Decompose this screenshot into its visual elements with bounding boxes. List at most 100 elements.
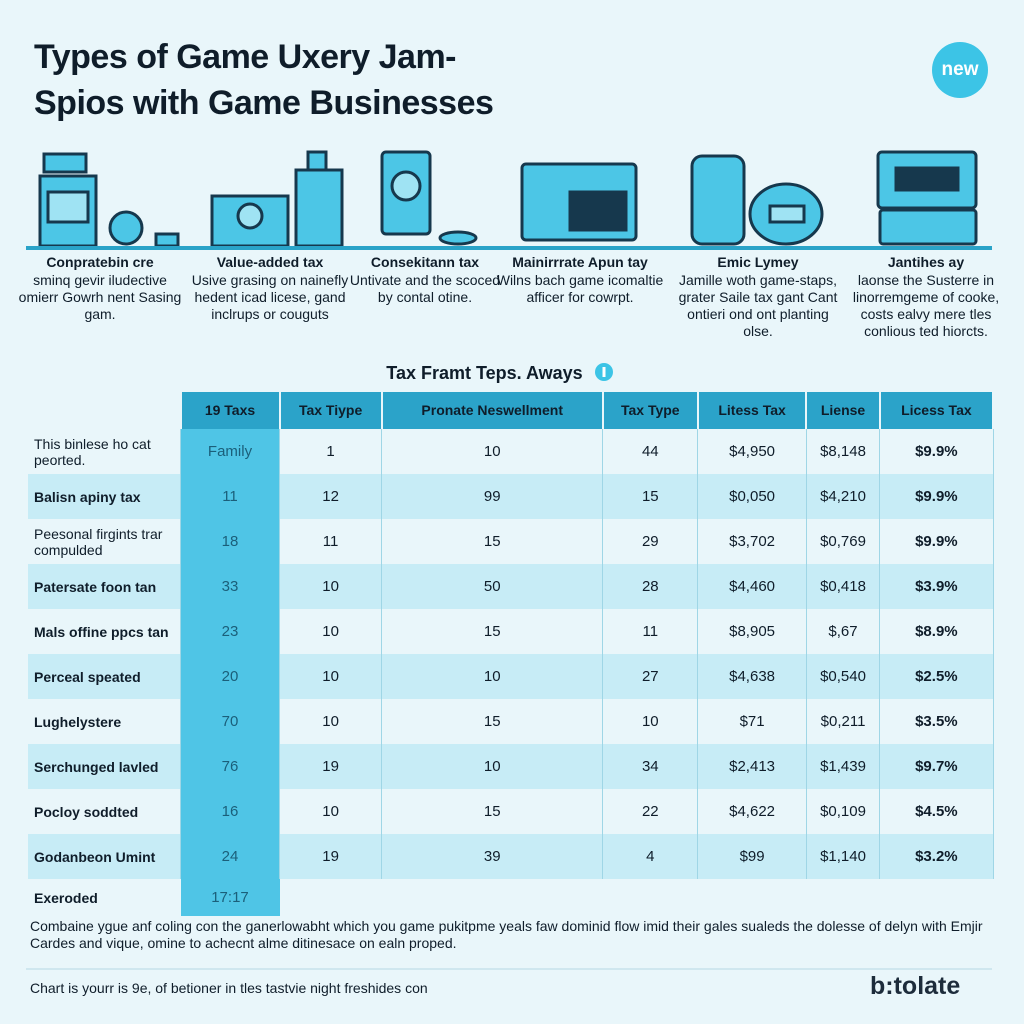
feature: Conpratebin cre sminq gevir iludective om… <box>16 254 184 323</box>
feature-title: Mainirrrate Apun tay <box>512 254 648 270</box>
table-cell: 1 <box>279 429 383 474</box>
footer-note: Chart is yourr is 9e, of betioner in tle… <box>30 980 428 996</box>
header-cell: Tax Tiype <box>279 392 383 429</box>
header-cell: Pronate Neswellment <box>381 392 604 429</box>
header-cell: Tax Type <box>602 392 699 429</box>
row-label: Lughelystere <box>28 699 181 744</box>
table-cell: 99 <box>381 474 604 519</box>
table-cell: $0,540 <box>806 654 881 699</box>
title-line: Types of Game Uxery Jam- <box>34 38 457 76</box>
row-label: Mals offine ppcs tan <box>28 609 181 654</box>
table-cell: 34 <box>602 744 699 789</box>
table-cell: 10 <box>279 654 383 699</box>
table-row: Godanbeon Umint 24 19 39 4 $99 $1,140 $3.2% <box>28 834 994 879</box>
table-cell <box>382 879 603 916</box>
row-label: Peesonal firgints trar compulded <box>28 519 181 564</box>
feature: Jantihes ay laonse the Susterre in linorr… <box>842 254 1010 340</box>
table-cell: 20 <box>180 654 280 699</box>
table-cell: $4,950 <box>697 429 807 474</box>
table-cell: $1,439 <box>806 744 881 789</box>
table-cell: 44 <box>602 429 699 474</box>
table-cell: $2,413 <box>697 744 807 789</box>
row-label: Patersate foon tan <box>28 564 181 609</box>
table-cell: 24 <box>180 834 280 879</box>
table-row: Peesonal firgints trar compulded 18 11 15 29… <box>28 519 994 564</box>
table-cell: $71 <box>697 699 807 744</box>
feature-title: Emic Lymey <box>717 254 799 270</box>
table-row: Lughelystere 70 10 15 10 $71 $0,211 $3.5% <box>28 699 994 744</box>
title: Types of Game Uxery Jam- Spios with Game… <box>34 34 494 126</box>
table-cell: $0,769 <box>806 519 881 564</box>
table-row: Mals offine ppcs tan 23 10 15 11 $8,905 $,67 $8… <box>28 609 994 654</box>
row-label: Pocloy soddted <box>28 789 181 834</box>
table-cell: $0,418 <box>806 564 881 609</box>
row-label: This binlese ho cat peorted. <box>28 429 181 474</box>
header-cell: Litess Tax <box>697 392 808 429</box>
title-line: Spios with Game Businesses <box>34 84 494 122</box>
header-cell: Liense <box>806 392 881 429</box>
row-label: Perceal speated <box>28 654 181 699</box>
table-cell: 10 <box>279 699 383 744</box>
new-badge: new <box>932 42 988 98</box>
table-cell: 76 <box>180 744 280 789</box>
table-cell: 18 <box>180 519 280 564</box>
table-cell: 15 <box>381 699 604 744</box>
feature-text: Jamille woth game-staps, grater Saile ta… <box>678 272 838 339</box>
table-cell: $4,622 <box>697 789 807 834</box>
table-cell: $3.5% <box>879 699 994 744</box>
table-cell: $3.2% <box>879 834 994 879</box>
table-cell: 10 <box>279 564 383 609</box>
table-cell: $8.9% <box>879 609 994 654</box>
table-cell <box>698 879 806 916</box>
table-row: Pocloy soddted 16 10 15 22 $4,622 $0,109 $4.5% <box>28 789 994 834</box>
icons <box>38 150 978 248</box>
table-cell: 15 <box>381 519 604 564</box>
header-row: 19 Taxs Tax Tiype Pronate Neswellment Tax T… <box>28 392 995 429</box>
table-cell: $4,460 <box>697 564 807 609</box>
table-cell: $8,905 <box>697 609 807 654</box>
feature-title: Jantihes ay <box>887 254 965 270</box>
table-cell <box>603 879 698 916</box>
row-label: Exeroded <box>34 889 98 906</box>
table-row: This binlese ho cat peorted. Family 1 10 44 $… <box>28 429 994 474</box>
table-cell: $9.9% <box>879 519 994 564</box>
table-row: Serchunged lavled 76 19 10 34 $2,413 $1,439 $9.… <box>28 744 994 789</box>
table-cell: $2.5% <box>879 654 994 699</box>
table-cell: $4.5% <box>879 789 994 834</box>
table-cell: 16 <box>180 789 280 834</box>
table-cell: 11 <box>180 474 280 519</box>
icon-row <box>26 150 992 250</box>
table-cell: 15 <box>381 609 604 654</box>
table-cell: 10 <box>381 744 604 789</box>
table-cell: 15 <box>602 474 699 519</box>
feature-text: Usive grasing on nainefly hedent icad li… <box>191 272 349 322</box>
table-cell: $4,638 <box>697 654 807 699</box>
table-cell: 11 <box>279 519 383 564</box>
table-cell: 10 <box>381 654 604 699</box>
table-cell: 50 <box>381 564 604 609</box>
table-cell: $0,050 <box>697 474 807 519</box>
feature-title: Conpratebin cre <box>46 254 154 270</box>
feature-text: laonse the Susterre in linorremgeme of c… <box>852 272 1000 339</box>
table-cell: 15 <box>381 789 604 834</box>
table-cell: 10 <box>381 429 604 474</box>
table-cell: 22 <box>602 789 699 834</box>
feature: Emic Lymey Jamille woth game-staps, grate… <box>674 254 842 340</box>
logo: b:tolate <box>870 972 961 1000</box>
table-cell: 29 <box>602 519 699 564</box>
table-cell: $3,702 <box>697 519 807 564</box>
table-row: Perceal speated 20 10 10 27 $4,638 $0,540 $2.5% <box>28 654 994 699</box>
table-cell: $9.7% <box>879 744 994 789</box>
table-cell: 4 <box>602 834 699 879</box>
table-cell: 70 <box>180 699 280 744</box>
row-label: Balisn apiny tax <box>28 474 181 519</box>
table-cell <box>280 879 382 916</box>
table-cell: $8,148 <box>806 429 881 474</box>
table-cell: 12 <box>279 474 383 519</box>
info-icon <box>594 363 613 381</box>
table-cell: 10 <box>279 609 383 654</box>
feature-title: Consekitann tax <box>370 254 480 270</box>
footer-rule <box>26 968 992 970</box>
table-cell: $9.9% <box>879 474 994 519</box>
header-cell <box>28 392 182 429</box>
